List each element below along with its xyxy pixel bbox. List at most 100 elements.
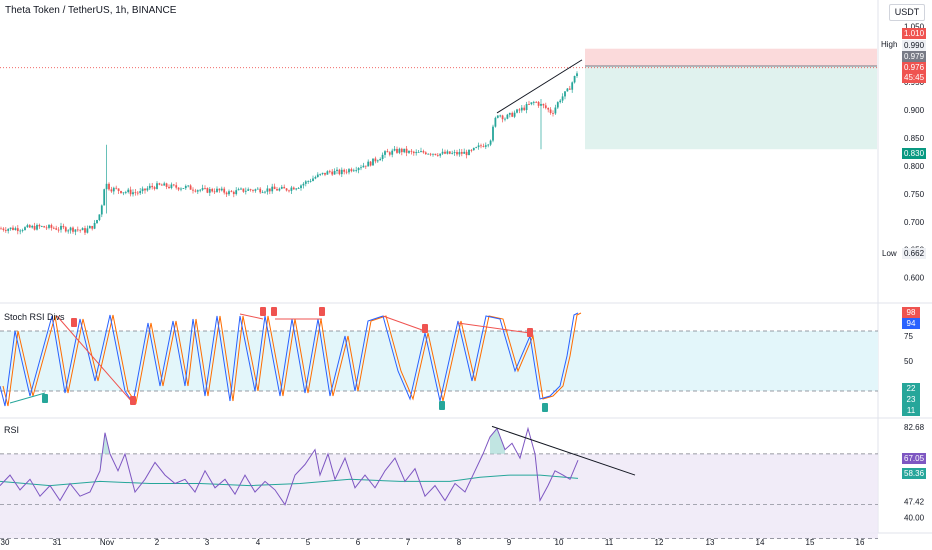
candle-body xyxy=(542,103,545,106)
candle-body xyxy=(132,192,134,195)
candle-body xyxy=(302,183,305,186)
rsi-overbought-fill xyxy=(100,432,110,471)
candle-body xyxy=(403,148,406,153)
candle-body xyxy=(549,109,552,113)
candle-body xyxy=(103,189,106,206)
candle-body xyxy=(9,227,12,230)
candle-body xyxy=(175,185,178,188)
candle-body xyxy=(309,180,312,182)
candle-body xyxy=(264,191,266,193)
candle-body xyxy=(117,188,120,192)
candle-body xyxy=(96,219,98,224)
candle-body xyxy=(86,228,89,233)
time-tick-label: 3 xyxy=(205,538,210,547)
candle-body xyxy=(388,152,391,155)
candle-body xyxy=(110,189,113,192)
candle-body xyxy=(60,225,62,230)
candle-body xyxy=(412,151,415,154)
candle-body xyxy=(232,191,235,195)
candle-body xyxy=(350,169,353,172)
bear-divergence-badge xyxy=(319,307,325,316)
candle-body xyxy=(211,189,214,192)
candle-body xyxy=(384,151,386,155)
candle-body xyxy=(530,102,533,105)
candle-body xyxy=(333,170,336,175)
candle-body xyxy=(19,230,22,232)
bull-divergence-badge xyxy=(42,394,48,403)
candle-body xyxy=(81,228,84,231)
candle-body xyxy=(475,147,478,148)
candle-body xyxy=(218,188,221,191)
candle-body xyxy=(79,229,82,231)
candle-body xyxy=(100,205,103,215)
candle-body xyxy=(304,181,307,184)
candle-body xyxy=(451,152,454,154)
candle-body xyxy=(496,115,499,118)
candle-body xyxy=(420,151,422,153)
candle-body xyxy=(448,151,451,154)
price-tick-label: 0.700 xyxy=(904,218,925,227)
candle-body xyxy=(156,183,158,189)
candle-body xyxy=(314,177,317,179)
time-tick-label: 13 xyxy=(706,538,715,547)
candle-body xyxy=(446,151,449,154)
stoch-low-tag-2: 23 xyxy=(902,394,920,405)
currency-selector[interactable]: USDT xyxy=(889,4,925,21)
candle-body xyxy=(436,154,439,156)
candle-body xyxy=(540,103,542,106)
bull-divergence-badge xyxy=(542,403,548,412)
candle-body xyxy=(340,169,343,175)
candle-body xyxy=(189,185,192,190)
candle-body xyxy=(564,91,566,97)
candle-body xyxy=(312,178,314,181)
candle-body xyxy=(501,115,504,120)
price-tick-label: 0.900 xyxy=(904,106,925,115)
candle-body xyxy=(28,225,31,228)
candle-body xyxy=(398,148,401,153)
candle-body xyxy=(499,115,502,117)
candle-body xyxy=(400,148,403,153)
candle-body xyxy=(319,173,322,175)
candle-body xyxy=(422,151,425,153)
stoch-rsi-title: Stoch RSI Divs xyxy=(4,312,65,322)
candle-body xyxy=(427,153,430,155)
candle-body xyxy=(571,82,574,90)
candle-body xyxy=(408,150,410,153)
time-tick-label: 14 xyxy=(756,538,765,547)
candle-body xyxy=(120,191,122,194)
candle-body xyxy=(151,185,154,188)
candle-body xyxy=(153,187,156,189)
candle-body xyxy=(0,228,2,230)
price-tick-label: 0.800 xyxy=(904,162,925,171)
candle-body xyxy=(206,188,209,193)
candle-body xyxy=(523,107,526,111)
candle-body xyxy=(259,188,262,193)
candle-body xyxy=(57,229,60,231)
candle-body xyxy=(379,159,382,161)
candle-body xyxy=(196,190,199,192)
candle-body xyxy=(69,227,72,231)
candle-body xyxy=(105,183,108,190)
candle-body xyxy=(252,190,254,191)
candle-body xyxy=(343,169,346,172)
rsi-trendline xyxy=(491,425,636,476)
stoch-divergence-line xyxy=(9,392,46,404)
candles xyxy=(0,71,578,236)
candle-body xyxy=(453,152,456,153)
candle-body xyxy=(223,188,226,193)
bear-divergence-badge xyxy=(71,318,77,327)
candle-body xyxy=(148,185,151,189)
candle-body xyxy=(235,190,238,195)
candle-body xyxy=(468,149,470,156)
candle-body xyxy=(386,151,389,153)
candle-body xyxy=(165,183,168,187)
candle-body xyxy=(532,101,535,103)
candle-body xyxy=(67,230,70,232)
candle-body xyxy=(180,188,182,190)
candle-body xyxy=(21,230,24,231)
candle-body xyxy=(292,187,295,190)
candle-body xyxy=(158,183,161,185)
candle-body xyxy=(242,188,245,192)
